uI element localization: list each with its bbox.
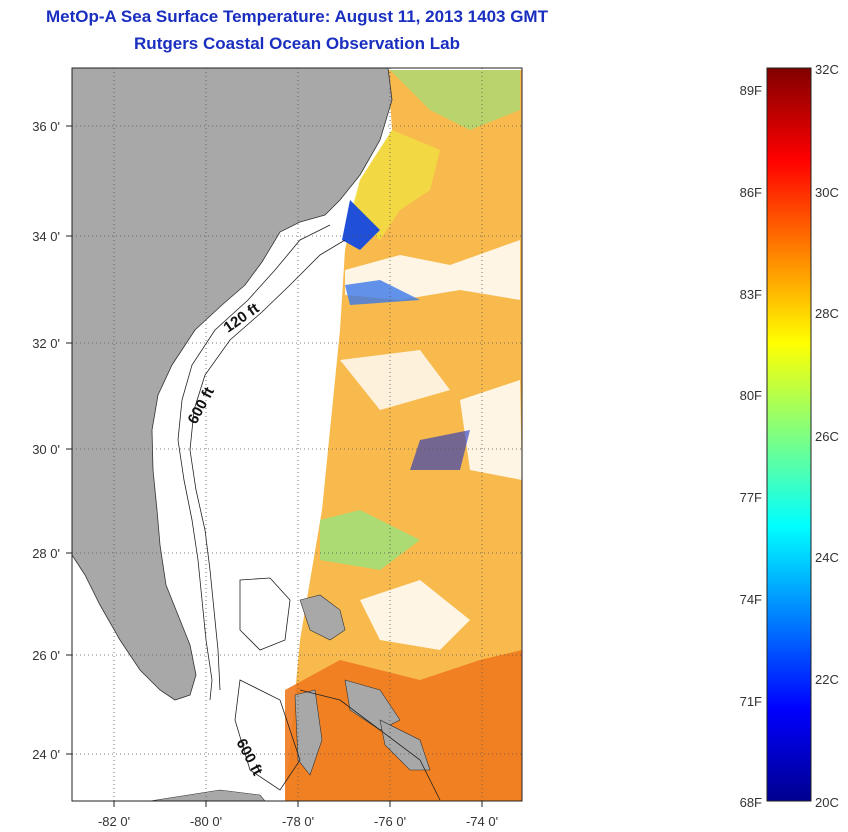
cb-f-83: 83F	[740, 287, 762, 302]
bahamas-islands	[149, 594, 431, 801]
lon-label-4: -76 0'	[374, 814, 406, 829]
cb-f-86: 86F	[740, 185, 762, 200]
lon-label-2: -80 0'	[190, 814, 222, 829]
lat-label-1: 36 0'	[32, 119, 60, 134]
cb-c-32: 32C	[815, 62, 839, 77]
cb-c-26: 26C	[815, 429, 839, 444]
cb-f-71: 71F	[740, 694, 762, 709]
cb-c-28: 28C	[815, 306, 839, 321]
lat-label-4: 30 0'	[32, 442, 60, 457]
map-content	[72, 68, 522, 801]
cb-f-89: 89F	[740, 83, 762, 98]
lon-label-1: -82 0'	[98, 814, 130, 829]
map-frame	[71, 67, 523, 802]
lat-label-5: 28 0'	[32, 546, 60, 561]
lon-label-5: -74 0'	[466, 814, 498, 829]
map-subtitle: Rutgers Coastal Ocean Observation Lab	[134, 34, 460, 53]
map-title: MetOp-A Sea Surface Temperature: August …	[46, 7, 548, 26]
cb-c-24: 24C	[815, 550, 839, 565]
lon-label-3: -78 0'	[282, 814, 314, 829]
graticule	[72, 68, 522, 801]
colorbar	[766, 67, 812, 802]
cb-c-22: 22C	[815, 672, 839, 687]
isobath-contours	[177, 224, 441, 801]
sst-swath	[285, 70, 522, 801]
cb-f-80: 80F	[740, 388, 762, 403]
cb-f-74: 74F	[740, 592, 762, 607]
cb-f-77: 77F	[740, 490, 762, 505]
lat-label-7: 24 0'	[32, 747, 60, 762]
cb-f-68: 68F	[740, 795, 762, 810]
lat-label-2: 34 0'	[32, 229, 60, 244]
us-landmass	[72, 68, 393, 701]
frame-ticks	[66, 125, 483, 807]
cb-c-30: 30C	[815, 185, 839, 200]
cb-c-20: 20C	[815, 795, 839, 810]
lat-label-3: 32 0'	[32, 336, 60, 351]
lat-label-6: 26 0'	[32, 648, 60, 663]
